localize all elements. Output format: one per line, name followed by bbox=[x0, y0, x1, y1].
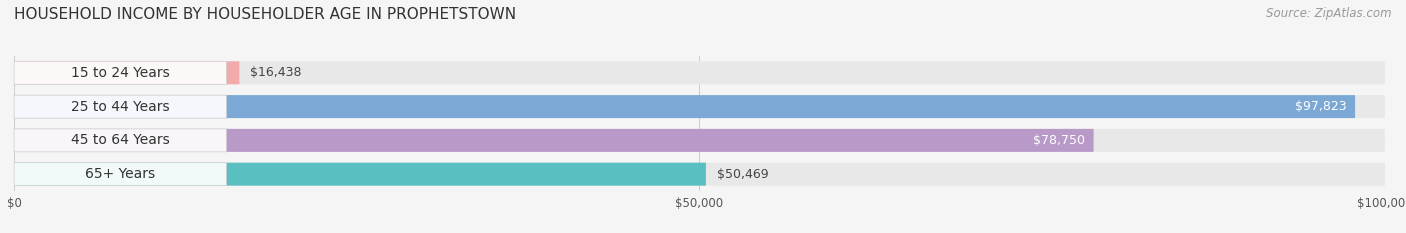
Text: 25 to 44 Years: 25 to 44 Years bbox=[70, 99, 170, 114]
Text: 15 to 24 Years: 15 to 24 Years bbox=[70, 66, 170, 80]
Text: Source: ZipAtlas.com: Source: ZipAtlas.com bbox=[1267, 7, 1392, 20]
Text: 65+ Years: 65+ Years bbox=[86, 167, 156, 181]
Text: $97,823: $97,823 bbox=[1295, 100, 1347, 113]
FancyBboxPatch shape bbox=[14, 129, 1385, 152]
FancyBboxPatch shape bbox=[14, 61, 1385, 84]
Text: $50,469: $50,469 bbox=[717, 168, 769, 181]
FancyBboxPatch shape bbox=[14, 163, 706, 186]
FancyBboxPatch shape bbox=[14, 129, 1094, 152]
Text: $78,750: $78,750 bbox=[1033, 134, 1085, 147]
FancyBboxPatch shape bbox=[14, 61, 226, 84]
FancyBboxPatch shape bbox=[14, 95, 1385, 118]
FancyBboxPatch shape bbox=[14, 95, 1355, 118]
Text: $16,438: $16,438 bbox=[250, 66, 302, 79]
FancyBboxPatch shape bbox=[14, 129, 226, 152]
FancyBboxPatch shape bbox=[14, 95, 226, 118]
Text: 45 to 64 Years: 45 to 64 Years bbox=[70, 133, 170, 147]
FancyBboxPatch shape bbox=[14, 163, 226, 186]
Text: HOUSEHOLD INCOME BY HOUSEHOLDER AGE IN PROPHETSTOWN: HOUSEHOLD INCOME BY HOUSEHOLDER AGE IN P… bbox=[14, 7, 516, 22]
FancyBboxPatch shape bbox=[14, 163, 1385, 186]
FancyBboxPatch shape bbox=[14, 61, 239, 84]
